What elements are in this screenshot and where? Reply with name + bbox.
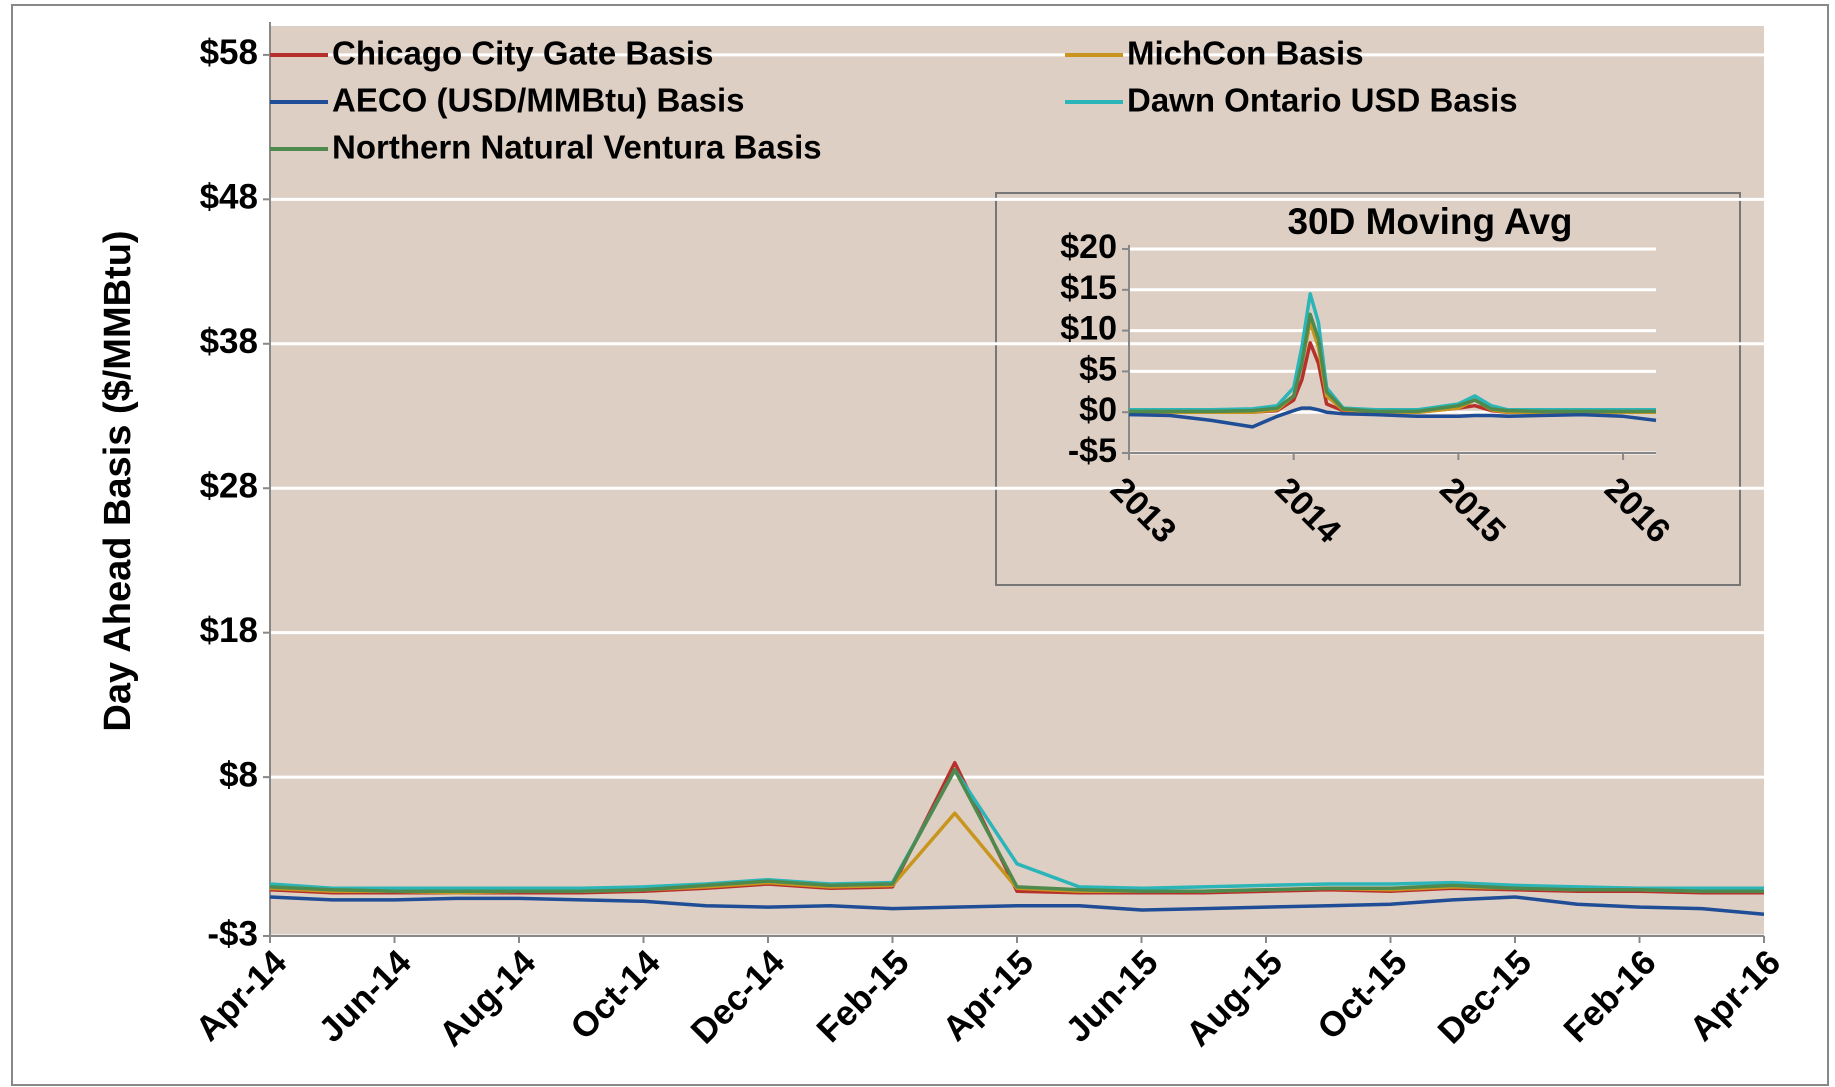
y-tick-label: $18 bbox=[200, 611, 258, 650]
legend-label: Northern Natural Ventura Basis bbox=[332, 129, 822, 166]
y-tick-label: $8 bbox=[219, 755, 258, 794]
series-line bbox=[269, 768, 1764, 891]
series-line bbox=[269, 895, 1765, 917]
legend-label: MichCon Basis bbox=[1127, 35, 1364, 72]
y-tick-label: $15 bbox=[1060, 269, 1117, 307]
legend-label: Dawn Ontario USD Basis bbox=[1127, 82, 1518, 119]
y-tick-label: $48 bbox=[200, 178, 258, 217]
inset-title: 30D Moving Avg bbox=[1287, 201, 1572, 242]
legend-label: AECO (USD/MMBtu) Basis bbox=[332, 82, 745, 119]
y-tick-label: $38 bbox=[200, 322, 258, 361]
legend-label: Chicago City Gate Basis bbox=[332, 35, 713, 72]
y-tick-label: $5 bbox=[1079, 350, 1117, 388]
series-line bbox=[269, 768, 1764, 893]
y-tick-label: $20 bbox=[1060, 228, 1117, 266]
y-tick-label: $58 bbox=[200, 33, 258, 72]
y-tick-label: -$5 bbox=[1068, 432, 1117, 470]
y-tick-label: $0 bbox=[1079, 391, 1117, 429]
y-tick-label: -$3 bbox=[207, 914, 258, 953]
y-tick-label: $10 bbox=[1060, 310, 1117, 348]
y-tick-label: $28 bbox=[200, 466, 258, 505]
series-line bbox=[1128, 406, 1657, 429]
y-axis-title: Day Ahead Basis ($/MMBtu) bbox=[97, 230, 139, 731]
inset-frame bbox=[995, 192, 1741, 586]
series-line bbox=[1129, 312, 1656, 414]
